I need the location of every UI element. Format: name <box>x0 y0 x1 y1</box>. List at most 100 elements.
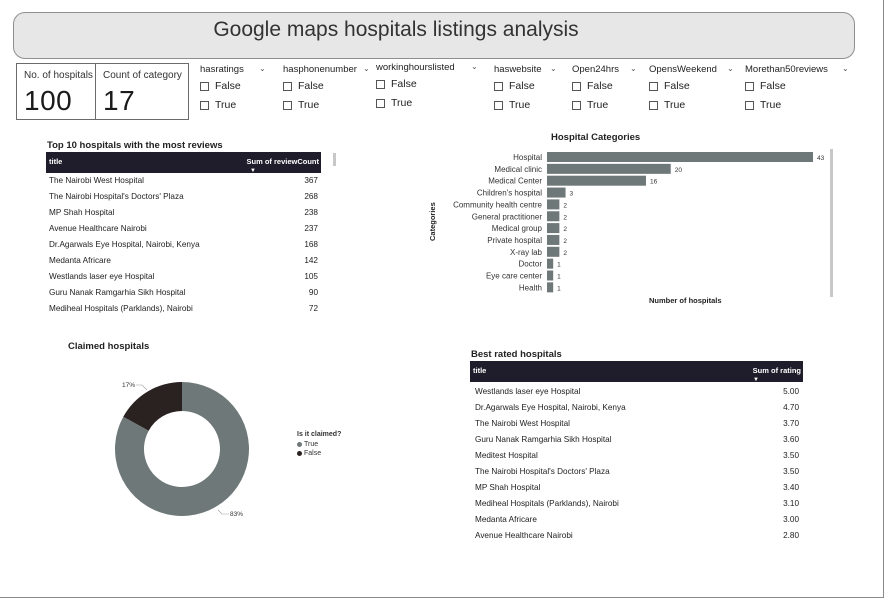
table-row[interactable]: The Nairobi West Hospital 367 <box>49 176 318 192</box>
slicer-option-false[interactable]: False <box>572 77 652 95</box>
table-row[interactable]: Westlands laser eye Hospital 105 <box>49 272 318 288</box>
bar[interactable] <box>547 187 566 198</box>
slicer-option-true[interactable]: True <box>494 96 574 114</box>
table-row[interactable]: The Nairobi Hospital's Doctors' Plaza 3.5… <box>475 467 799 483</box>
cell-title: Medanta Africare <box>49 256 111 265</box>
bar-data-label: 2 <box>563 250 567 257</box>
cell-value: 168 <box>304 240 318 249</box>
checkbox[interactable] <box>649 81 658 91</box>
legend-item-true[interactable]: True <box>297 441 341 448</box>
table-row[interactable]: Avenue Healthcare Nairobi 237 <box>49 224 318 240</box>
slicer-hasratings[interactable]: hasratings ⌄ False True <box>200 64 280 114</box>
chevron-down-icon[interactable]: ⌄ <box>471 62 478 71</box>
table-row[interactable]: Medanta Africare 142 <box>49 256 318 272</box>
cell-value: 142 <box>304 256 318 265</box>
checkbox[interactable] <box>376 79 385 89</box>
slicer-morethan50reviews[interactable]: Morethan50reviews ⌄ False True <box>745 64 849 114</box>
slicer-option-false[interactable]: False <box>200 77 280 95</box>
category-tick-label: General practitioner <box>472 212 543 221</box>
slicer-option-true[interactable]: True <box>745 96 825 114</box>
table-row[interactable]: The Nairobi Hospital's Doctors' Plaza 268 <box>49 192 318 208</box>
table-row[interactable]: Avenue Healthcare Nairobi 2.80 <box>475 531 799 547</box>
table-row[interactable]: Dr.Agarwals Eye Hospital, Nairobi, Kenya… <box>475 403 799 419</box>
chevron-down-icon[interactable]: ⌄ <box>363 64 370 73</box>
cell-value: 2.80 <box>783 531 799 540</box>
checkbox[interactable] <box>283 100 292 110</box>
bar[interactable] <box>547 246 560 257</box>
checkbox[interactable] <box>283 81 292 91</box>
checkbox[interactable] <box>494 81 503 91</box>
cell-title: The Nairobi Hospital's Doctors' Plaza <box>475 467 610 476</box>
table-row[interactable]: Guru Nanak Ramgarhia Sikh Hospital 90 <box>49 288 318 304</box>
table-row[interactable]: Westlands laser eye Hospital 5.00 <box>475 387 799 403</box>
table-row[interactable]: Mediheal Hospitals (Parklands), Nairobi 3… <box>475 499 799 515</box>
checkbox[interactable] <box>376 98 385 108</box>
checkbox[interactable] <box>745 100 754 110</box>
slicer-option-false[interactable]: False <box>494 77 574 95</box>
bar[interactable] <box>547 152 813 162</box>
slicer-option-true[interactable]: True <box>376 94 456 112</box>
checkbox[interactable] <box>745 81 754 91</box>
slicer-option-true[interactable]: True <box>572 96 652 114</box>
bar[interactable] <box>547 234 560 245</box>
bar[interactable] <box>547 175 646 186</box>
chevron-down-icon[interactable]: ⌄ <box>550 64 557 73</box>
slicer-option-false[interactable]: False <box>649 77 729 95</box>
slicer-option-false[interactable]: False <box>283 77 363 95</box>
checkbox[interactable] <box>200 81 209 91</box>
slicer-workinghourslisted[interactable]: workinghourslisted ⌄ False True <box>376 62 478 112</box>
slicer-opensweekend[interactable]: OpensWeekend ⌄ False True <box>649 64 734 114</box>
table-row[interactable]: MP Shah Hospital 238 <box>49 208 318 224</box>
slicer-option-true[interactable]: True <box>200 96 280 114</box>
scrollbar[interactable] <box>333 153 336 166</box>
table-row[interactable]: Meditest Hospital 3.50 <box>475 451 799 467</box>
checkbox[interactable] <box>572 81 581 91</box>
slicer-option-false[interactable]: False <box>745 77 825 95</box>
slicer-title: workinghourslisted <box>376 62 455 73</box>
column-header-value[interactable]: Sum of reviewCount <box>246 157 319 166</box>
table-row[interactable]: Dr.Agarwals Eye Hospital, Nairobi, Kenya… <box>49 240 318 256</box>
checkbox[interactable] <box>494 100 503 110</box>
donut-slice-false[interactable] <box>123 382 182 431</box>
slicer-hasphonenumber[interactable]: hasphonenumber ⌄ False True <box>283 64 370 114</box>
bar[interactable] <box>547 258 554 269</box>
chevron-down-icon[interactable]: ⌄ <box>727 64 734 73</box>
column-header-title[interactable]: title <box>473 366 487 375</box>
chevron-down-icon[interactable]: ⌄ <box>630 64 637 73</box>
donut-slice-true[interactable] <box>115 382 249 516</box>
bar[interactable] <box>547 199 560 210</box>
cell-value: 4.70 <box>783 403 799 412</box>
checkbox[interactable] <box>572 100 581 110</box>
option-label: True <box>215 99 237 111</box>
bar-data-label: 1 <box>557 274 561 281</box>
legend-dot <box>297 451 302 456</box>
bar[interactable] <box>547 270 554 281</box>
slicer-open24hrs[interactable]: Open24hrs ⌄ False True <box>572 64 652 114</box>
slicer-haswebsite[interactable]: haswebsite ⌄ False True <box>494 64 574 114</box>
table-row[interactable]: MP Shah Hospital 3.40 <box>475 483 799 499</box>
table-row[interactable]: Medanta Africare 3.00 <box>475 515 799 531</box>
scrollbar[interactable] <box>830 149 833 297</box>
slicer-option-false[interactable]: False <box>376 75 456 93</box>
chevron-down-icon[interactable]: ⌄ <box>842 64 849 73</box>
table-row[interactable]: Mediheal Hospitals (Parklands), Nairobi 7… <box>49 304 318 320</box>
column-header-value[interactable]: Sum of rating <box>752 366 801 375</box>
chevron-down-icon[interactable]: ⌄ <box>259 64 266 73</box>
slicer-option-true[interactable]: True <box>649 96 729 114</box>
cell-title: The Nairobi West Hospital <box>49 176 144 185</box>
cell-value: 237 <box>304 224 318 233</box>
slicer-option-true[interactable]: True <box>283 96 363 114</box>
bar[interactable] <box>547 211 560 222</box>
page-title: Google maps hospitals listings analysis <box>213 17 579 41</box>
checkbox[interactable] <box>200 100 209 110</box>
legend-item-false[interactable]: False <box>297 450 341 457</box>
bar-data-label: 2 <box>563 214 567 221</box>
bar[interactable] <box>547 282 554 293</box>
table-row[interactable]: Guru Nanak Ramgarhia Sikh Hospital 3.60 <box>475 435 799 451</box>
bar[interactable] <box>547 223 560 234</box>
checkbox[interactable] <box>649 100 658 110</box>
table-row[interactable]: The Nairobi West Hospital 3.70 <box>475 419 799 435</box>
column-header-title[interactable]: title <box>49 157 63 166</box>
bar[interactable] <box>547 163 671 174</box>
